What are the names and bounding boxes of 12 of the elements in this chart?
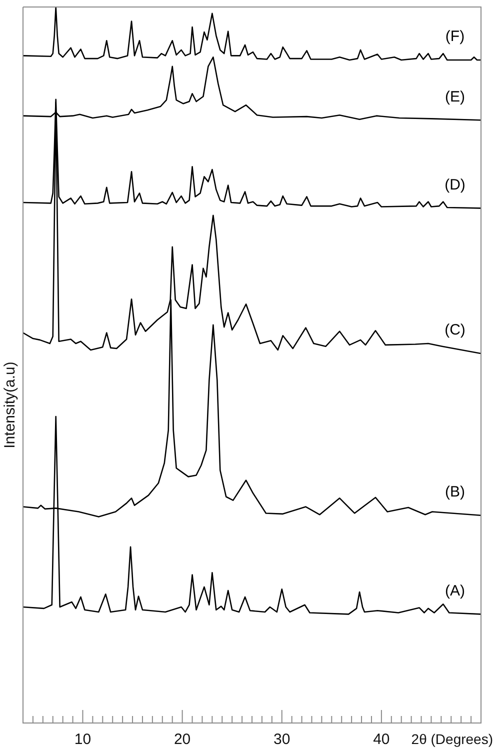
series-label: (E) bbox=[445, 88, 465, 106]
series-label: (C) bbox=[444, 322, 466, 339]
x-axis-title: 2θ (Degrees) bbox=[411, 730, 493, 747]
x-tick-label: 30 bbox=[274, 731, 290, 748]
x-tick-label: 10 bbox=[74, 731, 92, 748]
y-axis-title: Intensity(a.u) bbox=[2, 362, 18, 448]
series-label: (B) bbox=[445, 484, 465, 500]
series-label: (F) bbox=[445, 28, 465, 46]
x-tick-label: 20 bbox=[174, 731, 191, 748]
x-tick-label: 40 bbox=[373, 731, 390, 748]
series-label: (A) bbox=[445, 582, 465, 600]
series-label: (D) bbox=[444, 176, 466, 194]
